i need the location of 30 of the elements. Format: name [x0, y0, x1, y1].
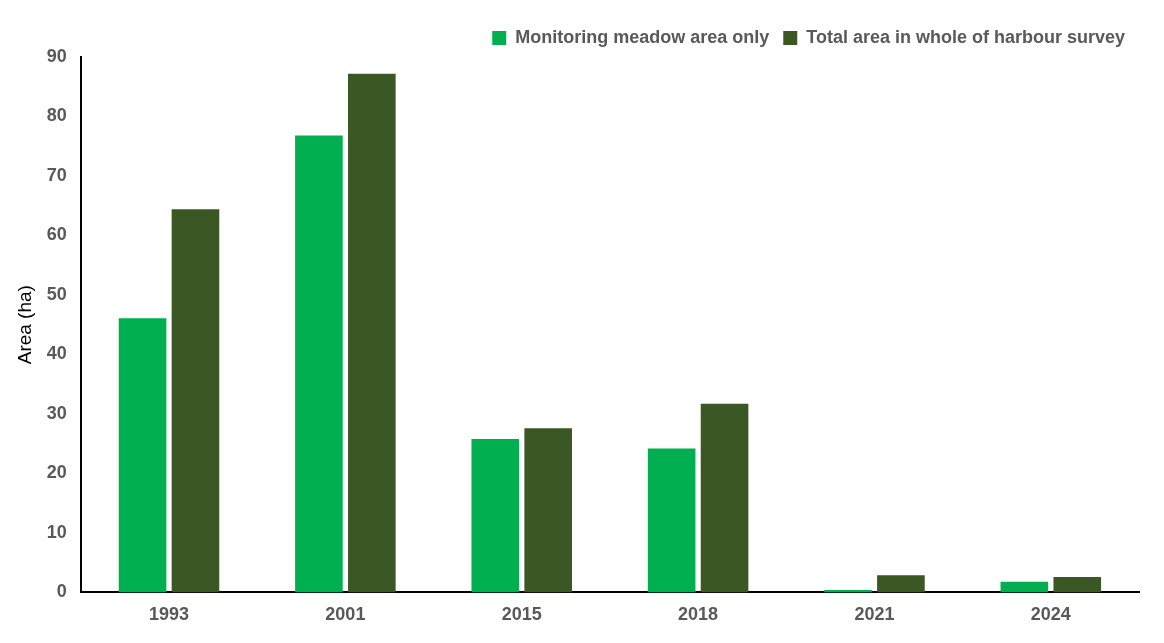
y-axis-title: Area (ha) — [13, 285, 35, 365]
y-tick-label: 60 — [46, 224, 67, 245]
bar — [647, 448, 696, 593]
legend-label: Total area in whole of harbour survey — [806, 26, 1126, 47]
y-tick-label: 10 — [46, 521, 67, 542]
y-tick-label: 30 — [46, 402, 67, 423]
y-tick-label: 40 — [46, 343, 67, 364]
bar — [877, 575, 925, 593]
x-tick-label: 2018 — [678, 604, 719, 625]
y-tick-label: 20 — [46, 462, 67, 483]
x-tick-label: 2024 — [1030, 604, 1071, 625]
bar — [118, 318, 167, 593]
x-tick-label: 2021 — [854, 604, 895, 625]
bar — [700, 403, 749, 593]
y-tick-label: 50 — [46, 283, 67, 304]
bar — [1053, 576, 1102, 593]
bar — [171, 209, 220, 593]
y-tick-label: 0 — [56, 581, 67, 602]
bar — [348, 73, 396, 593]
x-tick-label: 2015 — [501, 604, 542, 625]
bar — [295, 135, 343, 593]
y-tick-label: 90 — [46, 45, 67, 66]
y-tick-label: 80 — [46, 105, 67, 126]
x-tick-label: 2001 — [325, 604, 366, 625]
bar — [471, 438, 520, 593]
bar — [1000, 581, 1049, 593]
y-tick-label: 70 — [46, 164, 67, 185]
bar — [524, 428, 572, 593]
x-tick-label: 1993 — [148, 604, 190, 625]
legend-label: Monitoring meadow area only — [515, 26, 770, 47]
